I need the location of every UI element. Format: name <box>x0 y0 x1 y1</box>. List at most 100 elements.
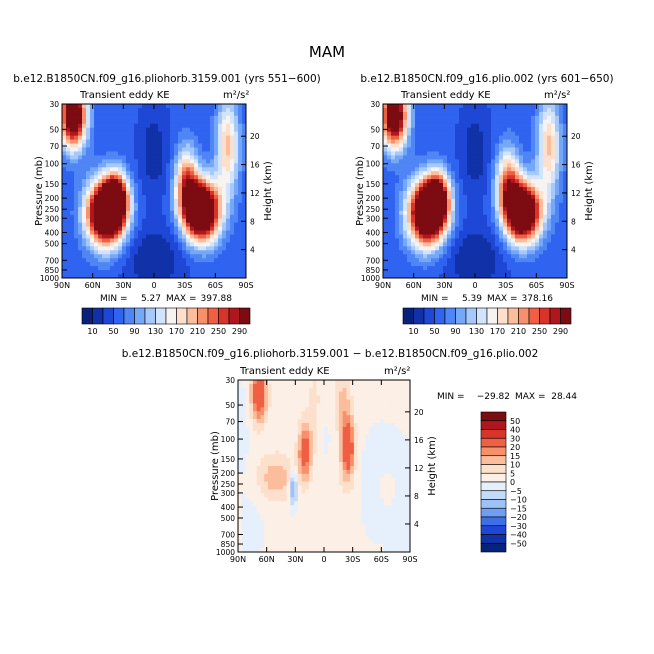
heatmap-cell <box>535 262 540 267</box>
heatmap-cell <box>166 167 171 172</box>
heatmap-cell <box>431 183 436 188</box>
heatmap-cell <box>447 274 452 279</box>
heatmap-cell <box>122 131 127 137</box>
heatmap-cell <box>419 234 424 239</box>
heatmap-cell <box>543 270 548 275</box>
heatmap-cell <box>290 419 295 424</box>
heatmap-cell <box>499 119 504 125</box>
heatmap-cell <box>491 202 496 208</box>
y-right-tick-label: 8 <box>571 217 576 226</box>
heatmap-cell <box>543 123 548 129</box>
heatmap-cell <box>543 206 548 212</box>
heatmap-cell <box>74 143 79 148</box>
heatmap-cell <box>391 419 396 424</box>
heatmap-cell <box>78 258 83 263</box>
heatmap-cell <box>86 155 91 160</box>
heatmap-cell <box>483 274 488 279</box>
heatmap-cell <box>342 419 347 424</box>
heatmap-cell <box>282 434 288 440</box>
heatmap-cell <box>86 179 91 184</box>
heatmap-cell <box>174 238 179 243</box>
heatmap-cell <box>515 167 520 172</box>
heatmap-cell <box>391 411 396 416</box>
heatmap-cell <box>252 442 258 447</box>
heatmap-cell <box>94 266 99 271</box>
heatmap-cell <box>463 179 468 184</box>
heatmap-cell <box>427 179 432 184</box>
heatmap-cell <box>230 254 235 259</box>
heatmap-cell <box>286 383 291 389</box>
y-axis-right-label: Height (km) <box>263 161 274 221</box>
heatmap-cell <box>499 262 504 267</box>
heatmap-cell <box>206 222 211 227</box>
heatmap-cell <box>455 214 460 220</box>
heatmap-cell <box>309 403 314 408</box>
colorbar-label: 130 <box>148 327 163 336</box>
heatmap-cell <box>154 194 159 200</box>
heatmap-cell <box>130 104 135 109</box>
heatmap-cell <box>178 187 183 192</box>
heatmap-cell <box>471 262 476 267</box>
heatmap-cell <box>102 206 107 212</box>
heatmap-cell <box>134 167 139 172</box>
heatmap-cell <box>487 198 492 204</box>
heatmap-cell <box>94 250 99 255</box>
heatmap-cell <box>443 127 448 133</box>
heatmap-cell <box>210 131 215 137</box>
heatmap-cell <box>242 222 247 227</box>
heatmap-cell <box>66 254 71 259</box>
heatmap-cell <box>130 266 135 271</box>
heatmap-cell <box>372 395 377 400</box>
heatmap-cell <box>190 270 195 275</box>
heatmap-cell <box>218 234 223 239</box>
heatmap-cell <box>138 107 143 113</box>
heatmap-cell <box>331 403 336 408</box>
heatmap-cell <box>130 218 135 224</box>
x-tick-label: 90S <box>559 281 574 290</box>
heatmap-cell <box>403 230 408 235</box>
heatmap-cell <box>523 163 528 168</box>
heatmap-cell <box>535 107 540 113</box>
heatmap-cell <box>543 135 548 140</box>
heatmap-cell <box>327 426 332 432</box>
heatmap-cell <box>431 258 436 263</box>
heatmap-cell <box>66 107 71 113</box>
heatmap-cell <box>158 187 163 192</box>
heatmap-cell <box>491 210 496 216</box>
heatmap-cell <box>162 187 167 192</box>
heatmap-cell <box>543 250 548 255</box>
heatmap-cell <box>194 198 199 204</box>
heatmap-cell <box>186 202 191 208</box>
heatmap-cell <box>186 147 191 152</box>
heatmap-cell <box>94 163 99 168</box>
heatmap-cell <box>126 179 131 184</box>
heatmap-cell <box>118 274 123 279</box>
heatmap-cell <box>134 111 139 117</box>
heatmap-cell <box>511 183 516 188</box>
heatmap-cell <box>467 139 472 144</box>
heatmap-cell <box>102 107 107 113</box>
heatmap-cell <box>342 411 347 416</box>
heatmap-cell <box>158 115 163 121</box>
heatmap-cell <box>230 104 235 109</box>
heatmap-cell <box>146 222 151 227</box>
heatmap-cell <box>451 107 456 113</box>
heatmap-cell <box>551 254 556 259</box>
heatmap-cell <box>439 143 444 148</box>
heatmap-cell <box>406 415 411 420</box>
heatmap-cell <box>447 262 452 267</box>
heatmap-cell <box>479 119 484 125</box>
heatmap-cell <box>342 434 347 440</box>
heatmap-cell <box>102 135 107 140</box>
heatmap-cell <box>182 258 187 263</box>
heatmap-cell <box>162 127 167 133</box>
heatmap-cell <box>443 206 448 212</box>
heatmap-cell <box>320 434 325 440</box>
heatmap-cell <box>431 210 436 216</box>
heatmap-cell <box>535 139 540 144</box>
heatmap-cell <box>252 383 258 389</box>
heatmap-cell <box>383 387 388 393</box>
heatmap-cell <box>407 242 412 247</box>
heatmap-cell <box>383 163 388 168</box>
heatmap-cell <box>346 419 351 424</box>
